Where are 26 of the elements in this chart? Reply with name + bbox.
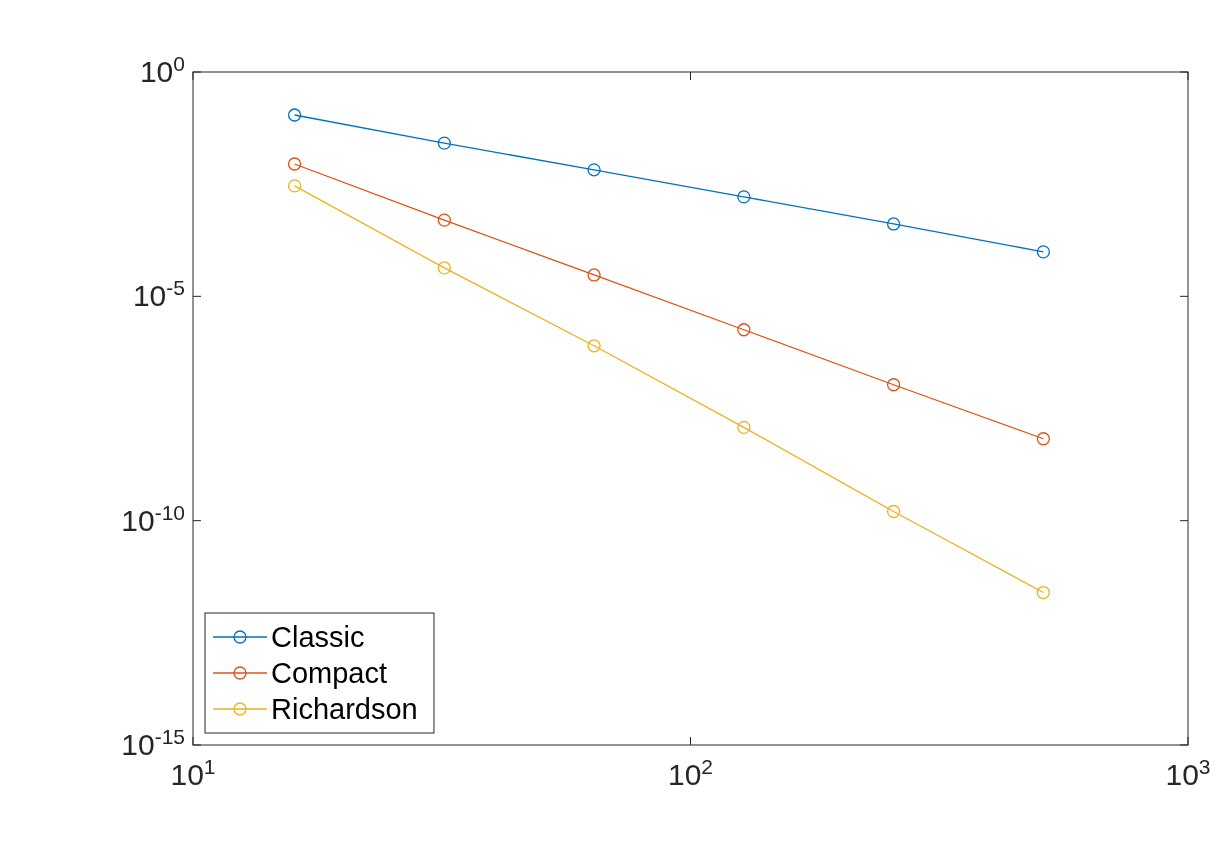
- legend-label: Richardson: [271, 693, 418, 725]
- y-tick-label: 10$^{-5}$: [132, 275, 185, 313]
- point: [587, 268, 601, 282]
- point: [587, 339, 601, 353]
- legend-label: Classic: [271, 621, 365, 653]
- point: [1036, 245, 1051, 259]
- point: [886, 378, 901, 392]
- x-tick-label: 10$^{3}$: [1165, 754, 1211, 791]
- point: [437, 213, 451, 227]
- point: [437, 136, 451, 150]
- point: [1036, 585, 1051, 600]
- point: [737, 190, 751, 204]
- y-tick-label: 10$^{0}$: [139, 51, 185, 88]
- point: [886, 504, 901, 519]
- point: [287, 179, 302, 193]
- point: [737, 420, 751, 435]
- point: [587, 163, 601, 177]
- point: [287, 157, 302, 171]
- point: [1036, 432, 1051, 446]
- point: [437, 261, 451, 275]
- point: [886, 217, 901, 231]
- point: [287, 108, 302, 122]
- y-tick-label: 10$^{-10}$: [121, 500, 185, 537]
- x-tick-label: 10$^{2}$: [667, 754, 714, 791]
- legend-label: Compact: [271, 657, 388, 689]
- point: [737, 323, 751, 337]
